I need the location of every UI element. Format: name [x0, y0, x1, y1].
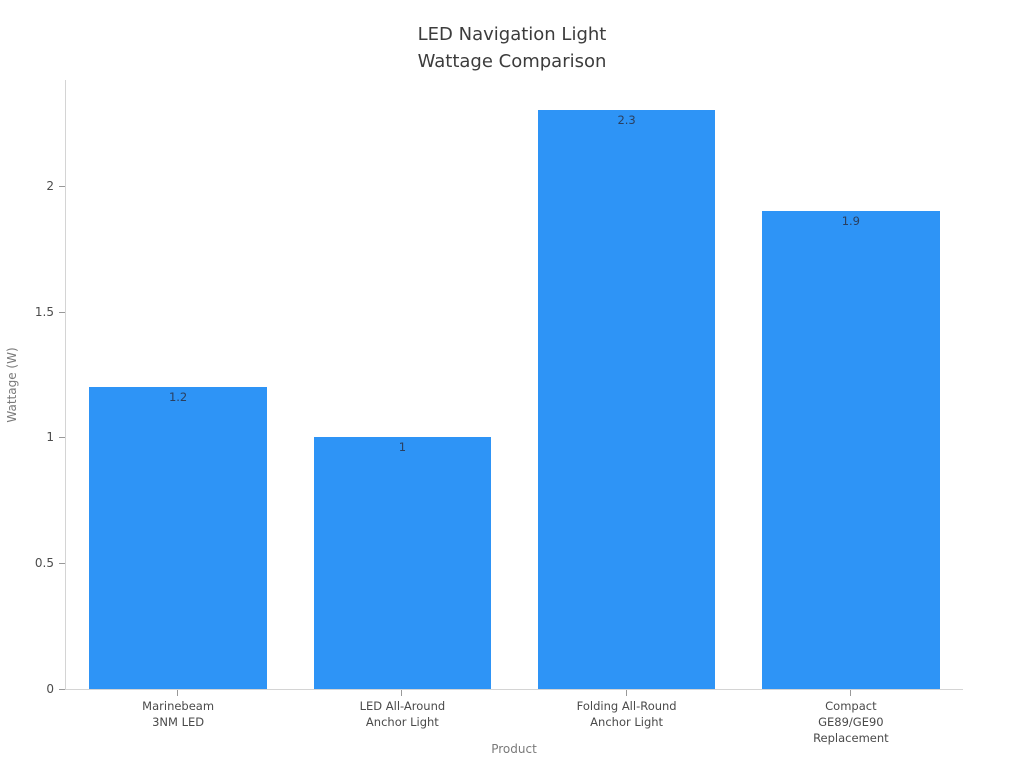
bar-value-label: 1.2: [168, 390, 188, 405]
x-tick-mark: [849, 690, 851, 696]
bar-value-label: 1: [398, 440, 407, 455]
bar-2: 1: [313, 437, 492, 689]
bar-1: 1.2: [89, 387, 267, 689]
y-tick-mark: [59, 689, 65, 690]
y-axis: 0 0.5 1 1.5 2: [35, 80, 963, 696]
x-tick-label: LED All-Around Anchor Light: [359, 699, 446, 729]
x-tick-mark: [625, 690, 627, 696]
x-tick-label: Marinebeam 3NM LED: [142, 699, 215, 729]
y-axis-title: Wattage (W): [5, 347, 19, 423]
bar-value-label: 2.3: [617, 113, 636, 128]
y-tick-label: 0.5: [34, 556, 54, 571]
y-tick-label: 2: [46, 178, 54, 193]
x-axis-title: Product: [491, 742, 537, 756]
y-tick-mark: [59, 185, 65, 187]
x-tick-mark: [401, 690, 403, 696]
y-tick-mark: [59, 437, 65, 439]
x-tick-label: Folding All-Round Anchor Light: [576, 699, 677, 729]
chart-title: LED Navigation Light Wattage Comparison: [0, 21, 1024, 75]
chart-title-line1: LED Navigation Light: [417, 24, 607, 45]
y-tick-mark: [59, 311, 65, 313]
x-tick-label: Compact GE89/GE90 Replacement: [813, 699, 889, 745]
y-tick-label: 1: [46, 430, 54, 445]
x-axis: Marinebeam 3NM LED LED All-Around Anchor …: [66, 80, 963, 745]
bars-layer: 1.2 1 2.3 1.9: [66, 80, 963, 689]
chart-title-line2: Wattage Comparison: [417, 51, 607, 72]
bar-value-label: 1.9: [841, 213, 860, 228]
plot-area: 1.2 1 2.3 1.9 0 0.5 1 1.5 2 Marinebeam 3NM LED L…: [35, 80, 963, 745]
y-tick-label: 1.5: [34, 304, 54, 319]
x-tick-mark: [177, 690, 179, 696]
y-tick-label: 0: [46, 682, 54, 696]
bar-3: 2.3: [537, 110, 716, 689]
bar-4: 1.9: [762, 210, 940, 689]
y-tick-mark: [59, 563, 65, 565]
